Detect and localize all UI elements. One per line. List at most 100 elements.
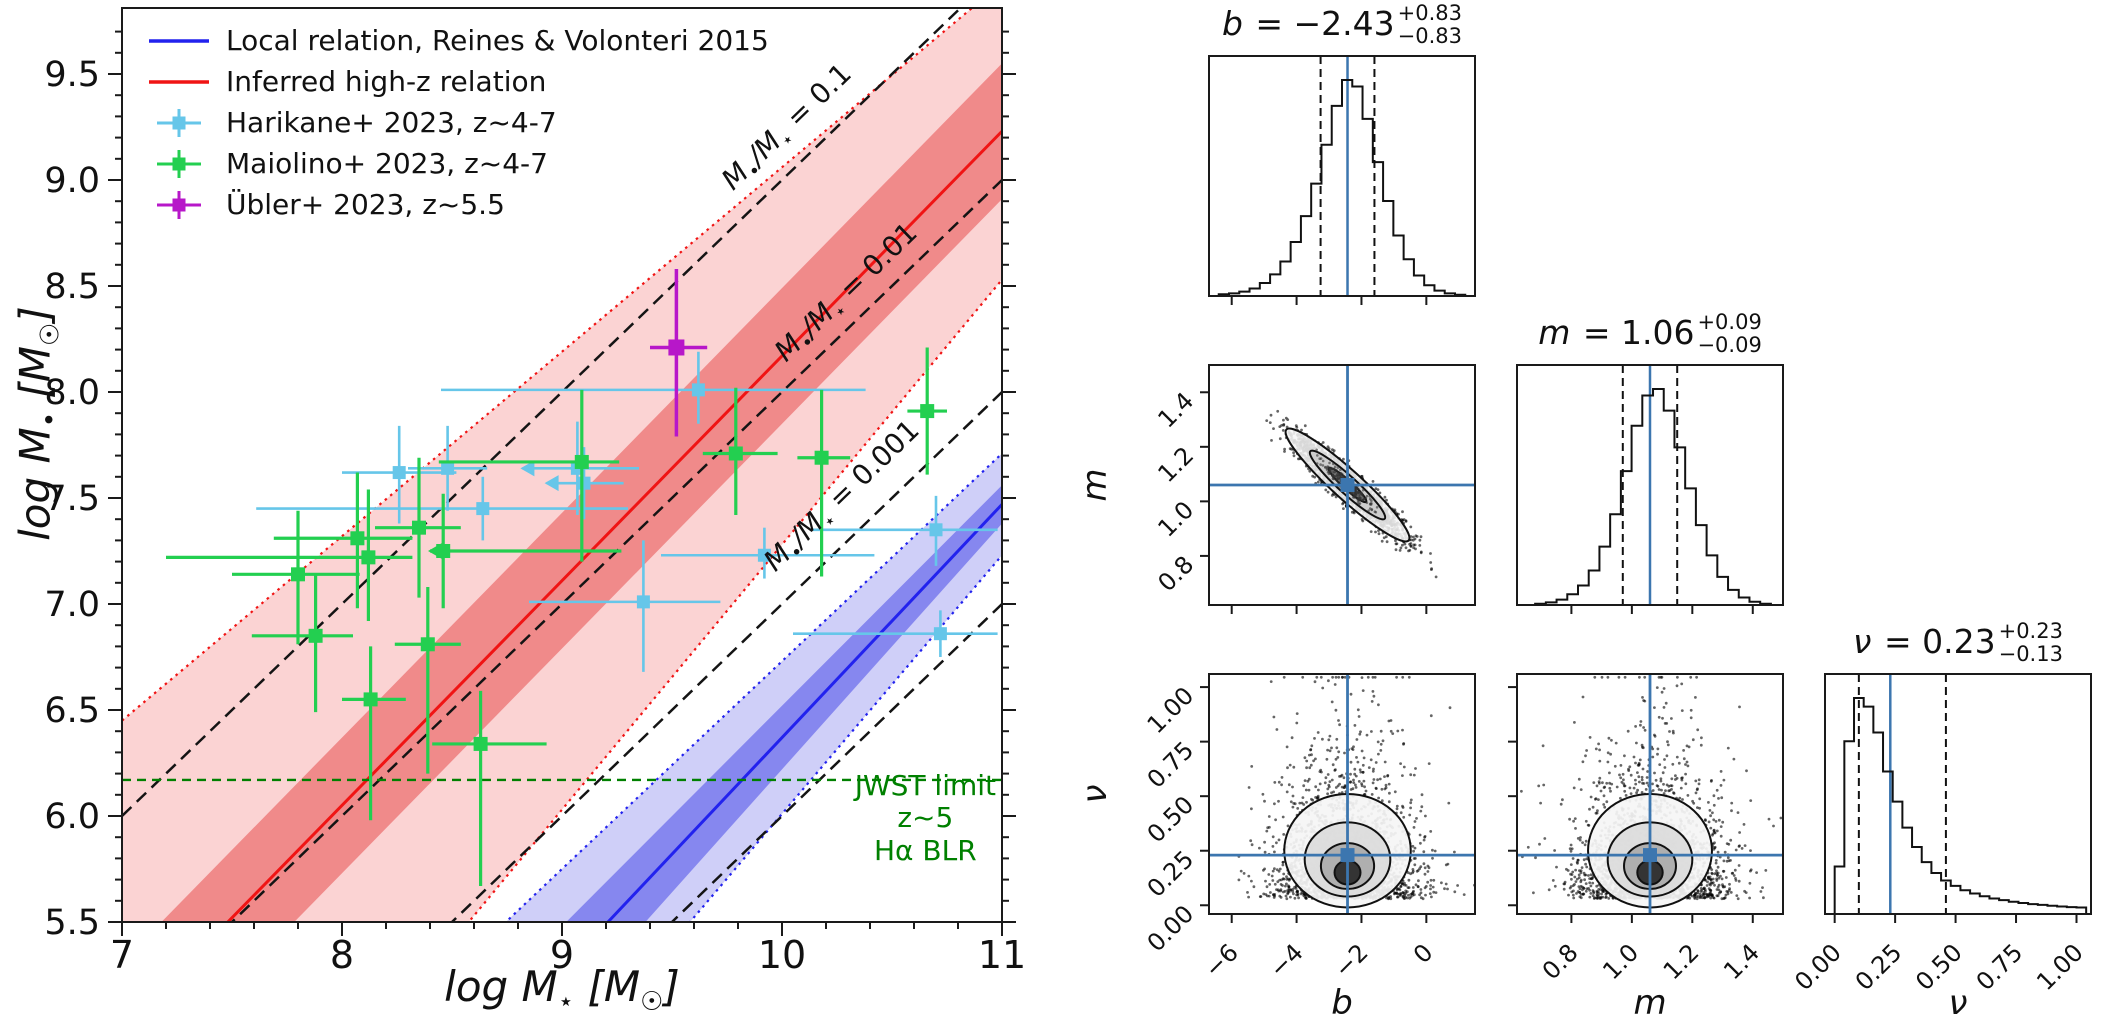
corner-tick-label: 0.25 — [1850, 938, 1908, 996]
upper-limit-arrow-icon — [544, 475, 559, 492]
corner-tick-label: −2 — [1329, 938, 1374, 983]
x-tick-label: 9 — [550, 933, 574, 977]
data-point-marker — [728, 446, 743, 461]
left-plot-area — [122, 8, 1002, 922]
crosshair-marker — [1340, 478, 1355, 492]
band-dotted-edge — [467, 278, 1002, 922]
legend-item-local-relation: Local relation, Reines & Volonteri 2015 — [146, 20, 769, 61]
x-tick-label: 8 — [330, 933, 354, 977]
legend-item-uebler: Übler+ 2023, z~5.5 — [146, 184, 769, 225]
histogram-1 — [1534, 388, 1772, 605]
corner-tick-label: −4 — [1264, 938, 1309, 983]
corner-tick-label: 0.75 — [1142, 736, 1200, 794]
data-point-marker — [929, 523, 943, 537]
blue-line-icon — [146, 25, 212, 57]
y-tick-label: 5.5 — [44, 903, 100, 943]
data-point-marker — [577, 476, 591, 490]
data-point-marker — [441, 461, 455, 475]
corner-xlabel-b: b — [1331, 983, 1353, 1023]
highz-relation-line — [225, 130, 1002, 922]
corner-tick-label: 0.8 — [1152, 550, 1199, 597]
corner-ylabel-nu: ν — [1075, 785, 1115, 804]
corner-tick-label: 1.0 — [1597, 938, 1644, 985]
scatter-frame — [1516, 673, 1784, 915]
y-tick-label: 6.5 — [44, 691, 100, 731]
legend: Local relation, Reines & Volonteri 2015 … — [146, 20, 769, 225]
band-dotted-edge — [122, 8, 974, 722]
x-tick-label: 10 — [758, 933, 806, 977]
corner-tick-label: 1.4 — [1718, 938, 1765, 985]
corner-tick-label: −6 — [1199, 938, 1244, 983]
data-point-marker — [476, 502, 490, 516]
data-point-marker — [668, 339, 685, 356]
cyan-errorbar-marker-icon — [146, 107, 212, 139]
legend-item-maiolino: Maiolino+ 2023, z~4-7 — [146, 143, 769, 184]
corner-tick-label: 1.2 — [1658, 938, 1705, 985]
legend-item-highz-relation: Inferred high-z relation — [146, 61, 769, 102]
param-title-b: b = −2.43 +0.83 −0.83 — [1221, 1, 1463, 48]
data-point-marker — [412, 520, 426, 535]
data-point-marker — [291, 567, 305, 582]
legend-item-harikane: Harikane+ 2023, z~4-7 — [146, 102, 769, 143]
corner-tick-label: 1.2 — [1152, 441, 1199, 488]
corner-tick-label: 0.50 — [1142, 791, 1200, 849]
data-point-marker — [436, 544, 451, 558]
hist-frame — [1824, 673, 2092, 915]
corner-tick-label: 0.75 — [1971, 938, 2029, 996]
corner-tick-label: 1.0 — [1152, 496, 1199, 543]
data-point-marker — [308, 628, 323, 643]
corner-tick-label: 0 — [1408, 938, 1439, 969]
histogram-0 — [1217, 79, 1467, 296]
x-axis-label: log M⋆ [M☉] — [444, 962, 680, 1018]
series-maiolino — [166, 347, 947, 886]
crosshair-marker — [1643, 848, 1657, 863]
x-tick-label: 7 — [110, 933, 134, 977]
green-errorbar-marker-icon — [146, 148, 212, 180]
corner-xlabel-m: m — [1633, 983, 1666, 1023]
data-point-marker — [933, 627, 947, 641]
band-dotted-edge — [504, 452, 1002, 922]
hist-frame — [1516, 364, 1784, 606]
data-point-marker — [361, 550, 376, 565]
data-point-marker — [350, 531, 365, 546]
corner-xlabel-nu: ν — [1949, 983, 1968, 1023]
corner-scatter-panel — [1209, 365, 1475, 605]
corner-scatter-panel — [1209, 674, 1475, 914]
blue-inner-band — [566, 485, 1002, 922]
data-point-marker — [691, 383, 705, 397]
y-tick-label: 7.0 — [44, 585, 100, 625]
corner-tick-label: 1.00 — [2031, 938, 2089, 996]
corner-ylabel-m: m — [1075, 468, 1115, 501]
param-title-nu: ν = 0.23 +0.23 −0.13 — [1853, 619, 2063, 666]
param-title-m: m = 1.06 +0.09 −0.09 — [1538, 310, 1762, 357]
upper-limit-arrow-icon — [520, 460, 535, 477]
data-point-marker — [420, 637, 435, 652]
data-point-marker — [392, 466, 406, 480]
y-axis-label: log M• [M☉] — [10, 306, 66, 541]
data-point-marker — [636, 595, 650, 609]
corner-tick-label: 0.25 — [1142, 845, 1200, 903]
corner-tick-label: 0.8 — [1537, 938, 1584, 985]
y-tick-label: 8.0 — [44, 373, 100, 413]
y-tick-label: 7.5 — [44, 479, 100, 519]
data-point-marker — [920, 404, 935, 419]
histogram-2 — [1833, 697, 2088, 914]
data-point-marker — [757, 548, 771, 562]
data-point-marker — [814, 450, 829, 465]
y-tick-label: 9.0 — [44, 161, 100, 201]
red-outer-band — [122, 8, 1002, 922]
series-übler — [650, 269, 708, 437]
corner-tick-label: 1.00 — [1142, 682, 1200, 740]
corner-tick-label: 1.4 — [1152, 387, 1199, 434]
hist-frame — [1208, 55, 1476, 297]
x-tick-label: 11 — [978, 933, 1026, 977]
data-point-marker — [363, 692, 378, 707]
scatter-frame — [1208, 364, 1476, 606]
data-point-marker — [574, 454, 589, 469]
local-relation-line — [605, 503, 1002, 922]
y-tick-label: 8.5 — [44, 267, 100, 307]
y-tick-label: 9.5 — [44, 55, 100, 95]
y-tick-label: 6.0 — [44, 797, 100, 837]
